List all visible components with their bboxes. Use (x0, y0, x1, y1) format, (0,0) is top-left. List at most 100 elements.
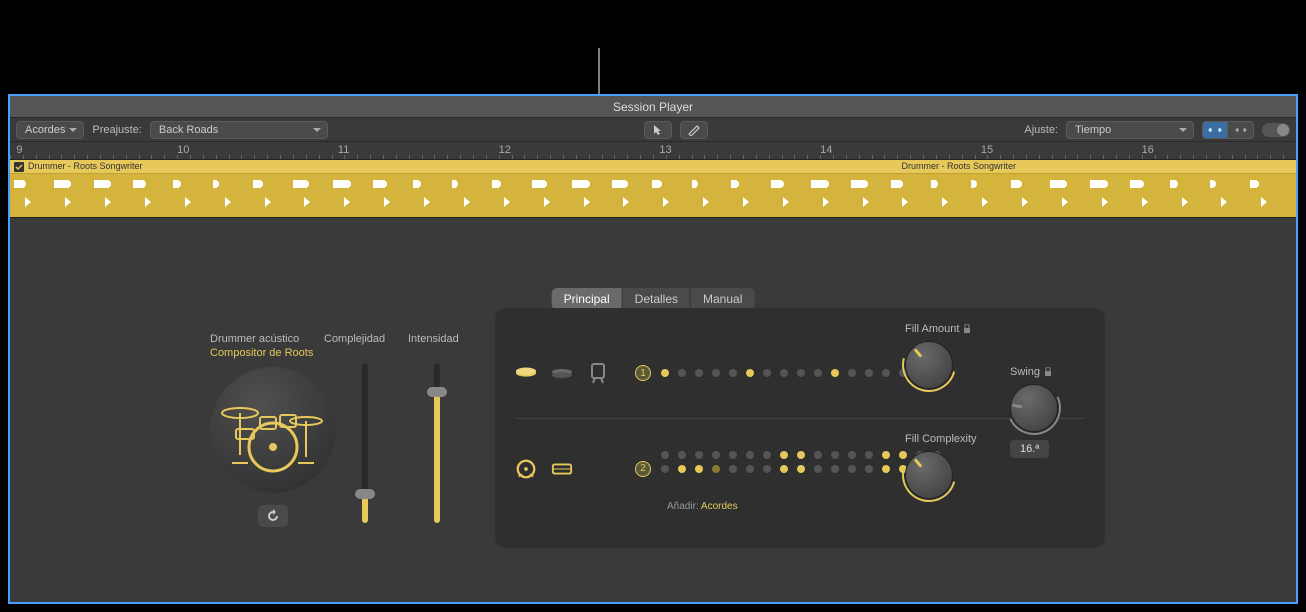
step-dot[interactable] (814, 451, 822, 459)
pattern-variation-2[interactable]: 2 (635, 461, 651, 477)
step-dot[interactable] (814, 369, 822, 377)
step-dot[interactable] (780, 465, 788, 473)
session-player-window: Session Player Acordes Preajuste: Back R… (8, 94, 1298, 604)
drummer-panel: Drummer acústico Complejidad Intensidad … (210, 333, 490, 359)
step-dot[interactable] (865, 451, 873, 459)
ruler-mark: 14 (820, 144, 832, 156)
swing-knob[interactable] (1010, 384, 1058, 432)
fill-amount-knob[interactable] (905, 341, 953, 389)
pattern-dots-2-upper[interactable] (661, 451, 941, 459)
step-dot[interactable] (831, 451, 839, 459)
tab-manual[interactable]: Manual (691, 288, 754, 310)
step-dot[interactable] (661, 451, 669, 459)
drummer-region-waveform[interactable] (10, 174, 1296, 218)
step-dot[interactable] (848, 369, 856, 377)
ruler-mark: 10 (177, 144, 189, 156)
step-dot[interactable] (797, 465, 805, 473)
zoom-link-icon[interactable] (1228, 121, 1254, 139)
ruler-mark: 12 (499, 144, 511, 156)
step-dot[interactable] (882, 465, 890, 473)
refresh-button[interactable] (258, 505, 288, 527)
step-dot[interactable] (848, 451, 856, 459)
step-dot[interactable] (729, 369, 737, 377)
step-dot[interactable] (780, 369, 788, 377)
intensity-label: Intensidad (408, 333, 459, 345)
ruler-mark: 9 (16, 144, 22, 156)
fill-complexity-label: Fill Complexity (905, 433, 977, 445)
region-header[interactable]: Drummer - Roots Songwriter Drummer - Roo… (10, 160, 1296, 174)
complexity-label: Complejidad (324, 333, 394, 345)
step-dot[interactable] (797, 369, 805, 377)
step-dot[interactable] (746, 451, 754, 459)
pencil-tool[interactable] (680, 121, 708, 139)
step-dot[interactable] (882, 451, 890, 459)
step-dot[interactable] (712, 451, 720, 459)
tab-detalles[interactable]: Detalles (623, 288, 691, 310)
drumkit-image[interactable] (210, 367, 336, 493)
toolbar: Acordes Preajuste: Back Roads Ajuste: Ti… (10, 118, 1296, 142)
step-dot[interactable] (695, 465, 703, 473)
kick-icon[interactable] (515, 458, 537, 480)
pattern-variation-1[interactable]: 1 (635, 365, 651, 381)
complexity-slider[interactable] (362, 363, 368, 523)
step-dot[interactable] (678, 451, 686, 459)
step-dot[interactable] (831, 369, 839, 377)
step-dot[interactable] (865, 465, 873, 473)
chord-track-dropdown[interactable]: Acordes (16, 121, 84, 139)
window-titlebar: Session Player (10, 96, 1296, 118)
step-dot[interactable] (746, 369, 754, 377)
editor-tabs: PrincipalDetallesManual (552, 288, 755, 310)
step-dot[interactable] (814, 465, 822, 473)
ajuste-label: Ajuste: (1024, 124, 1058, 136)
swing-value[interactable]: 16.ª (1010, 440, 1049, 458)
tab-principal[interactable]: Principal (552, 288, 623, 310)
step-dot[interactable] (831, 465, 839, 473)
zoom-fit-icon[interactable] (1202, 121, 1228, 139)
step-dot[interactable] (695, 451, 703, 459)
step-dot[interactable] (848, 465, 856, 473)
step-dot[interactable] (763, 369, 771, 377)
window-title: Session Player (613, 100, 693, 114)
zoom-mode-segment[interactable] (1202, 121, 1254, 139)
intensity-slider[interactable] (434, 363, 440, 523)
region-name-1: Drummer - Roots Songwriter (28, 161, 143, 171)
pattern-dots-2[interactable] (661, 465, 941, 473)
swing-label: Swing (1010, 366, 1058, 378)
tom-icon[interactable] (587, 362, 609, 384)
preset-dropdown[interactable]: Back Roads (150, 121, 328, 139)
ajuste-dropdown[interactable]: Tiempo (1066, 121, 1194, 139)
step-dot[interactable] (746, 465, 754, 473)
pattern-dots-1[interactable] (661, 369, 941, 377)
step-dot[interactable] (712, 369, 720, 377)
hihat-icon[interactable] (551, 362, 573, 384)
step-dot[interactable] (865, 369, 873, 377)
step-dot[interactable] (678, 369, 686, 377)
timeline-ruler[interactable]: 910111213141516 (10, 142, 1296, 160)
drumkit-icon (218, 385, 328, 475)
anadir-label: Añadir: Acordes (667, 501, 738, 512)
preset-label: Preajuste: (92, 124, 142, 136)
editor-area: PrincipalDetallesManual Drummer acústico… (10, 218, 1296, 602)
cymbal-icon[interactable] (515, 362, 537, 384)
step-dot[interactable] (763, 465, 771, 473)
step-dot[interactable] (695, 369, 703, 377)
step-dot[interactable] (797, 451, 805, 459)
pointer-tool[interactable] (644, 121, 672, 139)
drummer-artist: Compositor de Roots (210, 347, 490, 359)
catch-toggle[interactable] (1262, 123, 1290, 137)
step-dot[interactable] (712, 465, 720, 473)
step-dot[interactable] (780, 451, 788, 459)
refresh-icon (266, 509, 280, 523)
callout-line (598, 48, 600, 96)
step-dot[interactable] (661, 369, 669, 377)
step-dot[interactable] (729, 451, 737, 459)
pattern-row-1: 1 (515, 328, 1085, 418)
step-dot[interactable] (729, 465, 737, 473)
pattern-row-2: 2 Añadir: Acordes (515, 418, 1085, 508)
step-dot[interactable] (882, 369, 890, 377)
fill-complexity-knob[interactable] (905, 451, 953, 499)
step-dot[interactable] (661, 465, 669, 473)
snare-icon[interactable] (551, 458, 573, 480)
step-dot[interactable] (763, 451, 771, 459)
step-dot[interactable] (678, 465, 686, 473)
